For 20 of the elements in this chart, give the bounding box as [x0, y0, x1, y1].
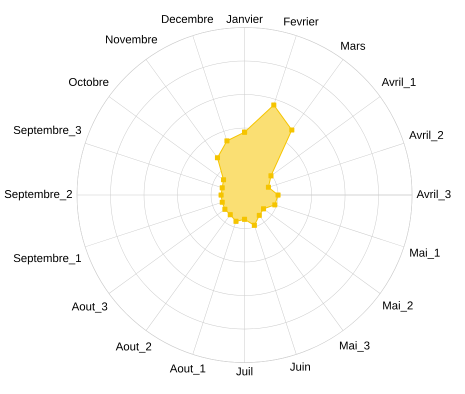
spoke-label: Aout_2	[116, 342, 152, 353]
spoke-label: Septembre_3	[14, 126, 82, 136]
spoke-label: Aout_1	[170, 364, 206, 375]
spoke-label: Fevrier	[284, 17, 318, 26]
spoke-label: Mai_3	[340, 341, 370, 352]
spoke-label: Avril_3	[416, 190, 451, 201]
spoke-label: Mai_1	[410, 248, 440, 260]
spoke-label: Aout_3	[72, 302, 108, 313]
spoke-label: Mars	[341, 42, 366, 50]
spoke-label: Avril_1	[382, 78, 416, 88]
spoke-label: Janvier	[226, 14, 263, 24]
spoke-label: Avril_2	[409, 130, 444, 142]
spoke-label: Juil	[236, 367, 252, 376]
spoke-label: Septembre_1	[14, 254, 81, 265]
spoke-label: Mai_2	[383, 301, 413, 312]
spoke-label: Juin	[290, 362, 310, 371]
spoke-label: Octobre	[69, 78, 108, 86]
spoke-label: Decembre	[162, 14, 214, 24]
spoke-label: Septembre_2	[4, 190, 72, 201]
spoke-label: Novembre	[106, 35, 158, 44]
